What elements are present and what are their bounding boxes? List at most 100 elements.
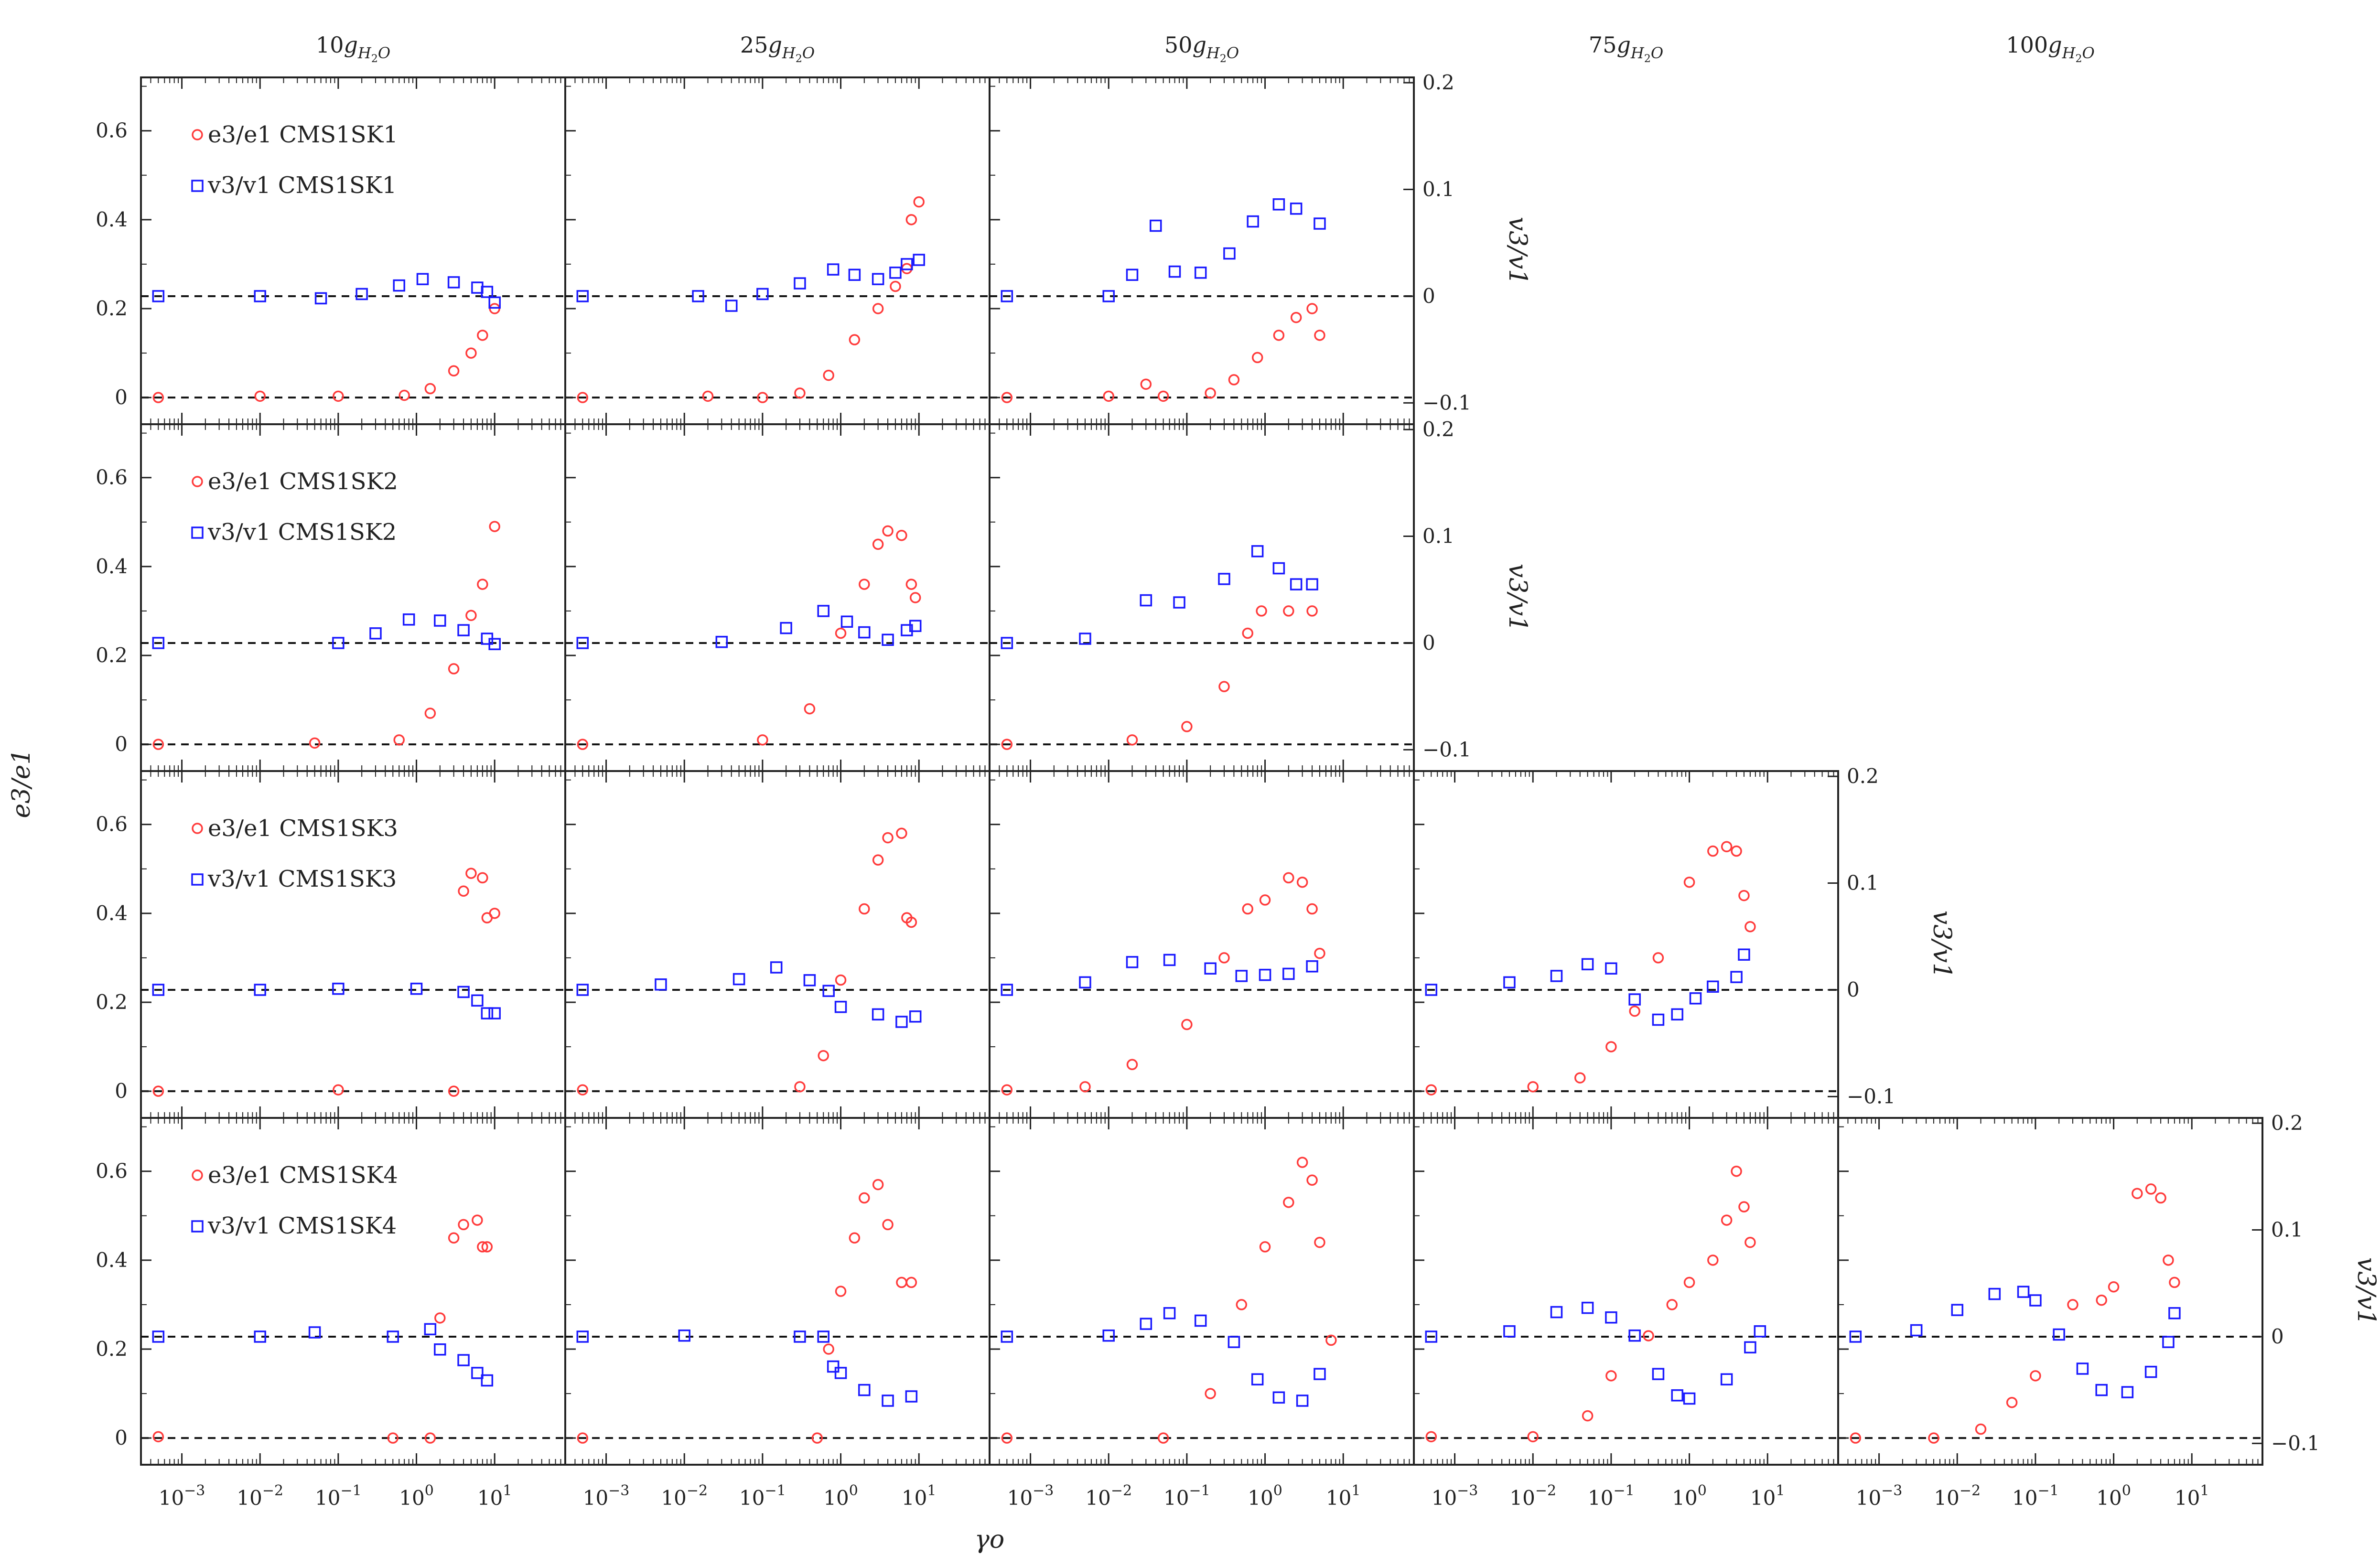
v3v1-point [481, 286, 494, 298]
v3v1-point [2029, 1294, 2042, 1307]
v3v1-point [725, 300, 738, 312]
y-tick-label: 0.2 [96, 990, 128, 1014]
column-title-2: 25gH2O [740, 32, 815, 65]
e3e1-point [835, 627, 847, 639]
v3v1-point [715, 635, 728, 648]
e3e1-point [489, 908, 500, 919]
legend: e3/e1 CMS1SK4 v3/v1 CMS1SK4 [191, 1162, 398, 1239]
e3e1-point [905, 1276, 917, 1288]
e3e1-point [1527, 1081, 1539, 1093]
v3v1-point [576, 290, 589, 302]
e3e1-point [448, 663, 460, 675]
y2-tick-label: 0.1 [1422, 178, 1454, 201]
e3e1-point [1605, 1370, 1617, 1382]
v3v1-point [152, 984, 165, 996]
y2-tick-label: 0.2 [1422, 71, 1454, 94]
v3v1-point [770, 961, 783, 974]
e3e1-point [1707, 1255, 1719, 1266]
e3e1-point [1256, 605, 1267, 617]
x-tick-label: 100 [823, 1482, 858, 1510]
panel-frame [989, 770, 1415, 1119]
v3v1-point [1503, 1325, 1516, 1338]
e3e1-point [477, 330, 488, 341]
legend-circle-marker [192, 823, 203, 834]
x-tick-label: 10−3 [159, 1482, 205, 1510]
y-tick-label: 0 [115, 1079, 128, 1103]
v3v1-point [1628, 1329, 1641, 1342]
y-tick-label: 0.6 [96, 813, 128, 836]
x-tick-label: 10−3 [1007, 1482, 1054, 1510]
legend-label-v3v1: v3/v1 CMS1SK3 [207, 866, 397, 892]
e3e1-point [905, 916, 917, 928]
v3v1-point [416, 273, 429, 285]
panel-frame [989, 76, 1415, 425]
v3v1-point [1140, 594, 1152, 607]
v3v1-point [901, 624, 913, 636]
e3e1-point [1707, 845, 1719, 857]
e3e1-point [1975, 1423, 1987, 1435]
x-tick-label: 101 [1750, 1482, 1785, 1510]
left-y-axis-label: e3/e1 [7, 749, 36, 818]
v3v1-point [872, 1008, 884, 1021]
v3v1-point [457, 1354, 470, 1366]
e3e1-point [458, 885, 469, 897]
panel-frame [564, 770, 991, 1119]
v3v1-point [1730, 971, 1743, 983]
panel-frame [1837, 1117, 2263, 1466]
e3e1-point [2067, 1299, 2078, 1310]
e3e1-point [424, 1432, 436, 1444]
v3v1-point [1671, 1008, 1683, 1021]
e3e1-point [1325, 1334, 1337, 1346]
v3v1-point [1150, 219, 1162, 232]
v3v1-point [780, 622, 792, 634]
v3v1-point [834, 1000, 847, 1013]
e3e1-point [152, 1085, 164, 1097]
e3e1-point [577, 1084, 589, 1096]
v3v1-point [457, 986, 470, 998]
e3e1-point [465, 347, 477, 359]
y-tick-label: 0.6 [96, 119, 128, 142]
y2-tick-label: 0.2 [2271, 1111, 2303, 1135]
v3v1-point [1652, 1013, 1665, 1026]
v3v1-point [1581, 1301, 1594, 1314]
e3e1-point [393, 734, 405, 746]
v3v1-point [1605, 962, 1617, 975]
right-y-axis-label: v3/v1 [1503, 217, 1532, 285]
e3e1-point [702, 390, 714, 402]
v3v1-point [424, 1323, 437, 1336]
e3e1-point [489, 521, 500, 532]
e3e1-point [2006, 1396, 2018, 1408]
y2-tick-label: 0 [1422, 631, 1435, 654]
panel-r4-c5: 0.2 0.1 0 −0.1 v3/v1 10−3 10−2 10−1 100 101 [1837, 1111, 2380, 1510]
v3v1-point [576, 637, 589, 649]
legend-label-e3e1: e3/e1 CMS1SK2 [208, 468, 398, 495]
e3e1-point [152, 739, 164, 750]
y2-tick-label: 0.1 [1422, 525, 1454, 548]
v3v1-point [447, 276, 460, 289]
panel-r1-c1: e3/e1 CMS1SK1 v3/v1 CMS1SK1 0 0.2 0.4 0.6 [96, 76, 566, 425]
v3v1-point [1910, 1324, 1923, 1337]
x-tick-label: 10−1 [1588, 1482, 1635, 1510]
e3e1-point [465, 868, 477, 879]
e3e1-point [823, 369, 834, 381]
y-tick-label: 0.2 [96, 644, 128, 667]
e3e1-point [2145, 1183, 2157, 1195]
v3v1-point [1163, 954, 1176, 966]
e3e1-point [1296, 876, 1308, 888]
e3e1-point [849, 334, 861, 345]
e3e1-point [872, 1179, 884, 1191]
v3v1-point [1102, 290, 1115, 302]
y2-tick-label: −0.1 [2271, 1431, 2320, 1455]
right-y-axis-label: v3/v1 [1928, 911, 1956, 978]
v3v1-point [576, 1330, 589, 1343]
e3e1-point [1314, 1236, 1325, 1248]
v3v1-point [1425, 984, 1438, 996]
panel-frame [1413, 1117, 1839, 1466]
e3e1-point [859, 1192, 870, 1204]
y2-tick-label: 0 [1422, 284, 1435, 308]
e3e1-point [2132, 1188, 2143, 1199]
e3e1-point [1157, 390, 1169, 402]
v3v1-point [488, 1007, 501, 1019]
e3e1-point [2108, 1281, 2120, 1293]
